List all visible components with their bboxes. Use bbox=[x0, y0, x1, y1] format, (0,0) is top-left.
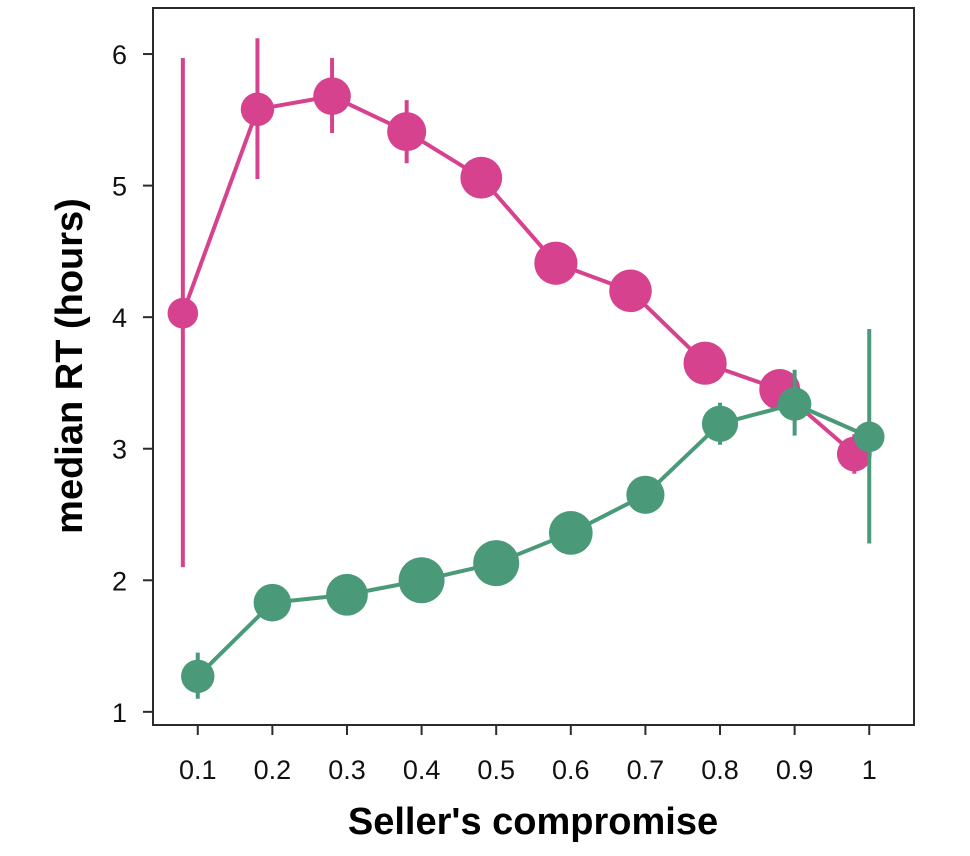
data-point bbox=[534, 241, 578, 285]
x-tick-label: 0.6 bbox=[552, 755, 590, 785]
y-tick-label: 3 bbox=[112, 435, 127, 465]
x-axis-title: Seller's compromise bbox=[348, 801, 718, 843]
x-axis: 0.1 0.2 0.3 0.4 0.5 0.6 0.7 0.8 0.9 1 bbox=[179, 725, 877, 785]
data-point bbox=[701, 405, 739, 442]
y-tick-label: 4 bbox=[112, 303, 127, 333]
data-point bbox=[626, 475, 665, 514]
x-tick-label: 0.7 bbox=[627, 755, 665, 785]
data-point bbox=[398, 557, 445, 604]
data-point bbox=[387, 112, 427, 152]
data-point bbox=[313, 77, 351, 115]
data-point bbox=[253, 583, 292, 622]
y-axis-title: median RT (hours) bbox=[49, 198, 91, 534]
y-tick-label: 6 bbox=[112, 40, 127, 70]
data-point bbox=[473, 540, 520, 587]
data-point bbox=[167, 297, 199, 329]
series-line bbox=[196, 401, 871, 678]
data-point bbox=[460, 156, 503, 199]
y-axis: 1 2 3 4 5 6 bbox=[112, 40, 153, 728]
x-tick-label: 0.1 bbox=[179, 755, 217, 785]
x-tick-label: 0.2 bbox=[254, 755, 292, 785]
series-line bbox=[180, 94, 856, 456]
y-tick-label: 1 bbox=[112, 698, 127, 728]
data-point bbox=[240, 92, 275, 127]
x-tick-label: 0.8 bbox=[701, 755, 739, 785]
data-point bbox=[777, 387, 812, 421]
data-point bbox=[326, 573, 368, 616]
y-tick-label: 2 bbox=[112, 566, 127, 596]
data-point bbox=[853, 421, 885, 453]
y-tick-label: 5 bbox=[112, 172, 127, 202]
data-point bbox=[181, 659, 215, 694]
x-tick-label: 0.9 bbox=[776, 755, 814, 785]
x-tick-label: 0.3 bbox=[328, 755, 366, 785]
data-point bbox=[548, 511, 593, 555]
plot-frame bbox=[152, 7, 915, 726]
series-1 bbox=[167, 38, 872, 568]
x-tick-label: 0.4 bbox=[403, 755, 441, 785]
x-tick-label: 0.5 bbox=[477, 755, 515, 785]
x-tick-label: 1 bbox=[862, 755, 877, 785]
plot-area bbox=[167, 38, 885, 699]
data-point bbox=[609, 269, 652, 313]
series-2 bbox=[181, 329, 885, 699]
data-point bbox=[683, 341, 727, 385]
